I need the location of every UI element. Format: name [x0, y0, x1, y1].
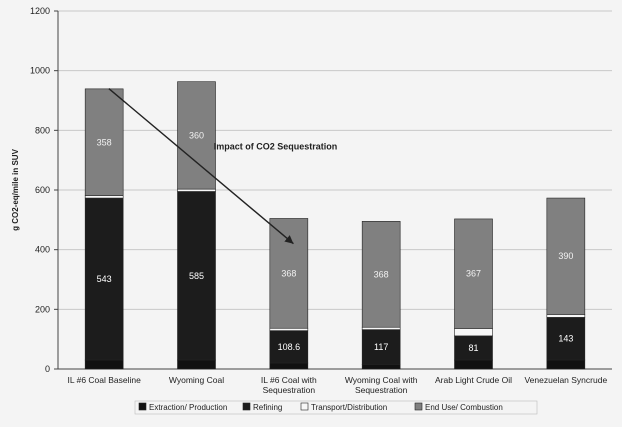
- bar-segment: [454, 328, 493, 337]
- bar-segment: [361, 329, 401, 365]
- x-tick-label: IL #6 Coal with: [261, 375, 317, 385]
- legend-swatch: [300, 402, 309, 411]
- annotation-text: Impact of CO2 Sequestration: [214, 142, 338, 152]
- bar-segment: [546, 197, 586, 315]
- legend-label: Transport/Distribution: [311, 403, 387, 412]
- bar-segment: [177, 81, 216, 190]
- data-label: 367: [466, 269, 481, 279]
- data-label: 368: [374, 269, 389, 279]
- legend-label: End Use/ Combustion: [425, 403, 503, 412]
- bar-segment: [84, 359, 124, 370]
- bar-segment: [546, 317, 586, 361]
- bar-segment: [84, 88, 124, 196]
- legend-label: Refining: [253, 403, 282, 412]
- legend-label: Extraction/ Production: [149, 403, 227, 412]
- y-tick-label: 400: [35, 245, 50, 255]
- bar-segment: [361, 221, 401, 328]
- data-label: 390: [558, 251, 573, 261]
- data-label: 117: [374, 342, 388, 352]
- legend-box: [134, 400, 538, 415]
- legend-swatch: [138, 402, 147, 411]
- y-tick-label: 0: [45, 364, 50, 374]
- data-label: 81: [468, 343, 478, 353]
- bar-segment: [177, 359, 216, 370]
- bar-segment: [546, 314, 586, 318]
- bar-segment: [361, 364, 401, 370]
- data-label: 360: [189, 130, 204, 140]
- y-tick-label: 800: [35, 125, 50, 135]
- annotation-arrow: [108, 88, 294, 245]
- x-tick-label: IL #6 Coal Baseline: [67, 375, 141, 385]
- x-tick-label: Arab Light Crude Oil: [435, 375, 512, 385]
- y-tick-label: 600: [35, 185, 50, 195]
- y-axis-title: g CO2-eq/mile in SUV: [11, 148, 20, 230]
- bar-segment: [84, 195, 124, 199]
- legend-swatch: [242, 402, 251, 411]
- x-tick-label: Wyoming Coal: [169, 375, 224, 385]
- bar-segment: [269, 327, 309, 331]
- bar-segment: [269, 362, 309, 370]
- data-label: 358: [97, 137, 112, 147]
- bar-segment: [361, 326, 401, 330]
- bar-segment: [269, 330, 309, 364]
- x-tick-label: Wyoming Coal with: [345, 375, 418, 385]
- data-label: 108.6: [278, 342, 301, 352]
- y-tick-label: 200: [35, 304, 50, 314]
- data-label: 143: [558, 334, 573, 344]
- data-label: 368: [281, 268, 296, 278]
- bar-segment: [546, 359, 586, 370]
- y-tick-label: 1200: [30, 6, 50, 16]
- data-label: 543: [97, 274, 112, 284]
- legend-swatch: [414, 402, 423, 411]
- bar-segment: [177, 191, 216, 361]
- x-tick-label: Sequestration: [355, 385, 408, 395]
- data-label: 585: [189, 271, 204, 281]
- x-tick-label: Venezuelan Syncrude: [524, 375, 607, 385]
- bar-segment: [454, 218, 493, 329]
- bar-segment: [177, 188, 216, 192]
- y-tick-label: 1000: [30, 66, 50, 76]
- x-tick-label: Sequestration: [263, 385, 316, 395]
- bar-segment: [454, 359, 493, 370]
